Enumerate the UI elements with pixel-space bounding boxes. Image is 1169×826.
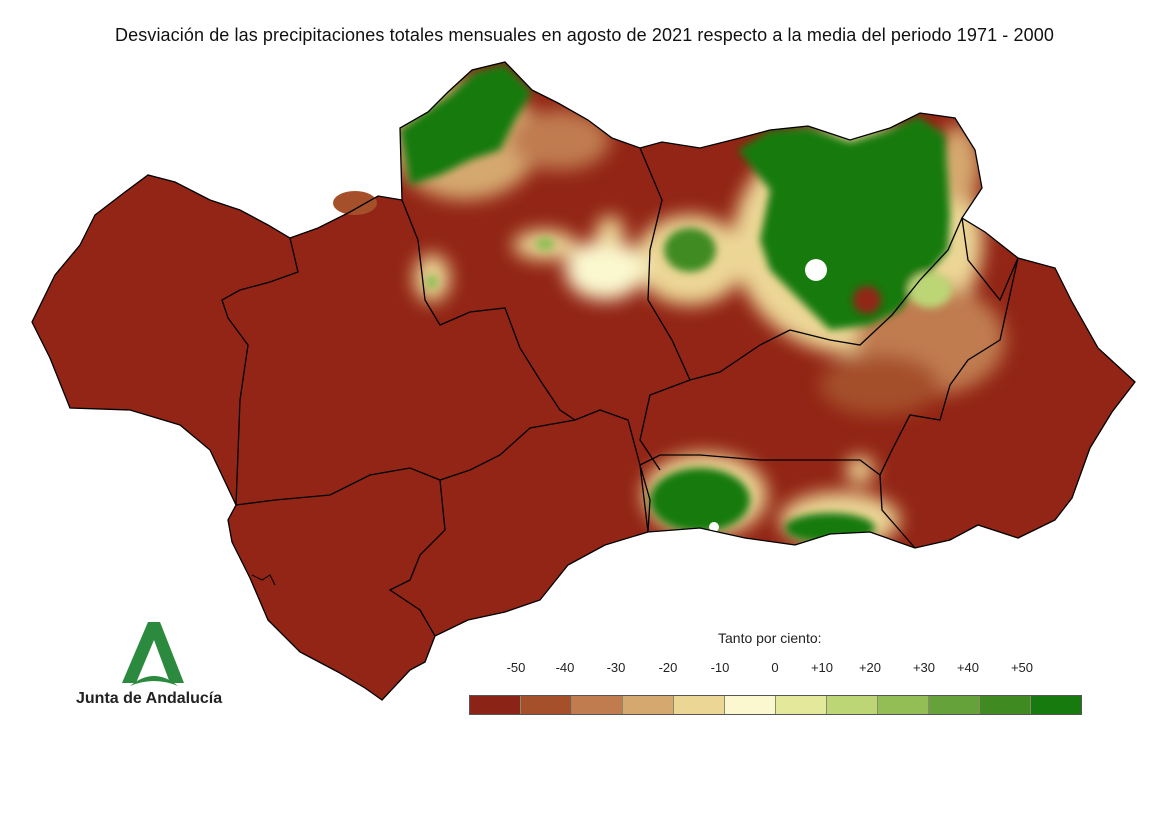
legend-swatch [623, 696, 674, 714]
legend-tick: 0 [771, 660, 779, 675]
legend-swatch [725, 696, 776, 714]
legend-swatch [980, 696, 1031, 714]
legend-tick: -20 [658, 660, 678, 675]
legend-swatch [1031, 696, 1081, 714]
legend-swatch [929, 696, 980, 714]
legend-swatch [674, 696, 725, 714]
isolated-dry-patch [333, 191, 377, 215]
map-title: Desviación de las precipitaciones totale… [115, 25, 1054, 45]
legend-swatch [572, 696, 623, 714]
legend-tick: +40 [956, 660, 980, 675]
legend-swatch [827, 696, 878, 714]
legend-tick: +50 [1010, 660, 1034, 675]
legend-tick: -40 [555, 660, 575, 675]
legend-swatch [470, 696, 521, 714]
legend-swatch [521, 696, 572, 714]
legend-tick: +20 [858, 660, 882, 675]
legend-tick: -30 [606, 660, 626, 675]
junta-de-andalucia-logo [122, 622, 184, 686]
legend-tick: +10 [810, 660, 834, 675]
legend-color-scale [469, 695, 1082, 715]
legend-swatch [878, 696, 929, 714]
legend-tick: -10 [710, 660, 730, 675]
province-boundaries [31, 61, 1136, 701]
logo-wordmark: Junta de Andalucía [76, 690, 223, 707]
legend-tick: +30 [912, 660, 936, 675]
legend-title: Tanto por ciento: [718, 630, 822, 646]
legend-swatch [776, 696, 827, 714]
precipitation-anomaly-field [390, 64, 1005, 548]
legend-tick-labels: -50 -40 -30 -20 -10 0 +10 +20 +30 +40 +5… [0, 660, 1169, 680]
estuary-outline [251, 574, 276, 586]
legend-tick: -50 [506, 660, 526, 675]
